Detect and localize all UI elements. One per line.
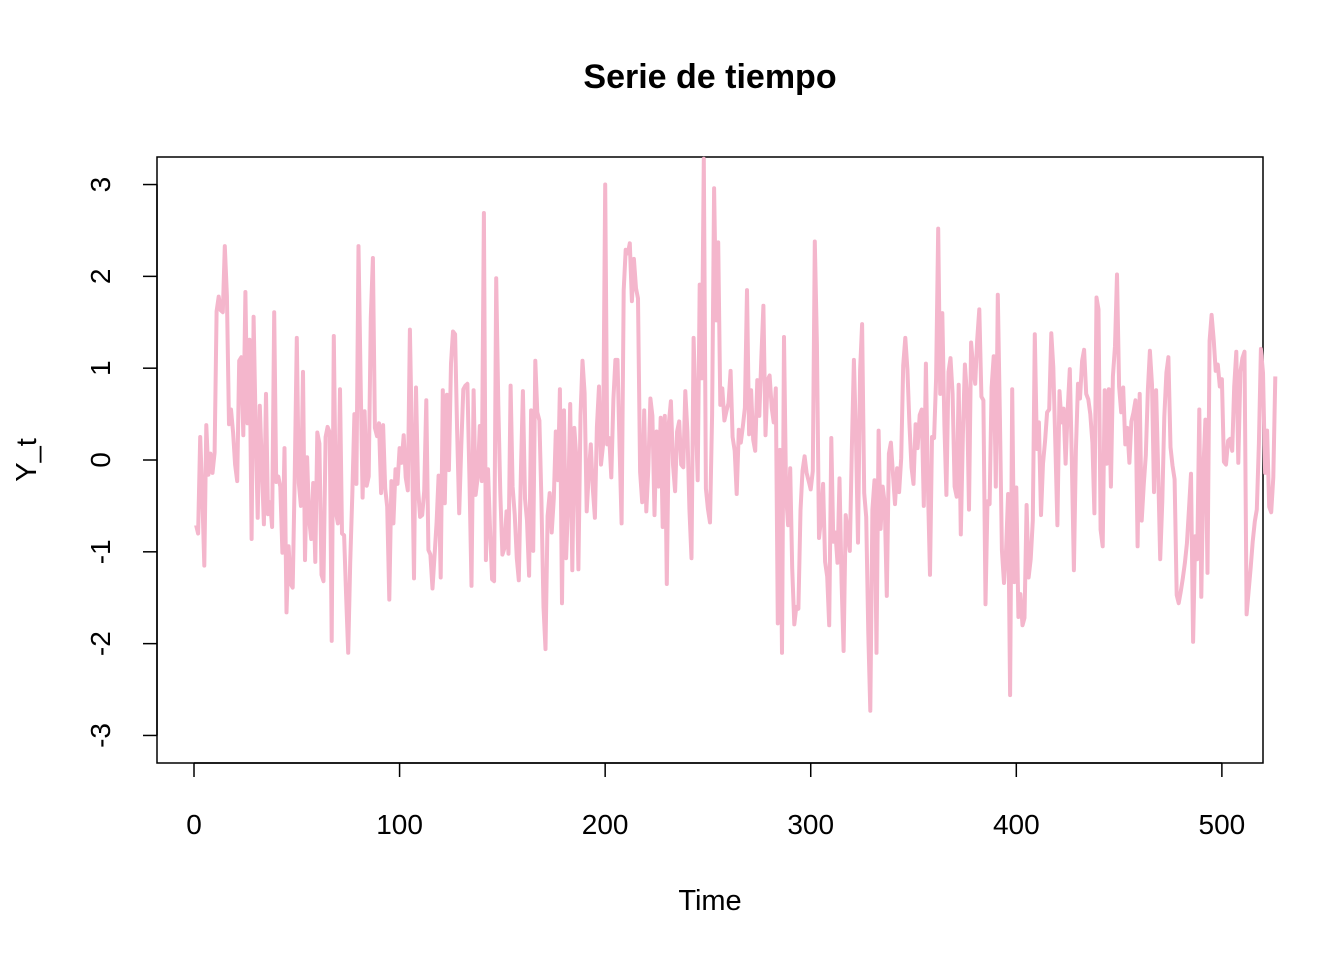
x-axis: 0 100 200 300 400 500 xyxy=(186,762,1246,840)
x-axis-label: Time xyxy=(678,885,741,917)
y-tick-label: 2 xyxy=(85,269,116,285)
x-tick-label: 200 xyxy=(582,809,629,840)
y-axis: -3 -2 -1 0 1 2 3 xyxy=(85,177,158,748)
y-tick-label: -1 xyxy=(85,539,116,564)
x-tick-label: 400 xyxy=(993,809,1040,840)
x-tick-label: 0 xyxy=(186,809,202,840)
y-tick-label: 3 xyxy=(85,177,116,193)
x-tick-label: 300 xyxy=(787,809,834,840)
chart-title: Serie de tiempo xyxy=(583,58,837,96)
x-tick-label: 100 xyxy=(376,809,423,840)
series-line-0 xyxy=(194,156,1278,713)
y-tick-label: 1 xyxy=(85,360,116,376)
x-tick-label: 500 xyxy=(1199,809,1246,840)
y-tick-label: -3 xyxy=(85,723,116,748)
series-layer xyxy=(194,156,1278,713)
y-axis-label: Y_t xyxy=(11,438,43,482)
y-tick-label: 0 xyxy=(85,452,116,468)
y-tick-label: -2 xyxy=(85,631,116,656)
